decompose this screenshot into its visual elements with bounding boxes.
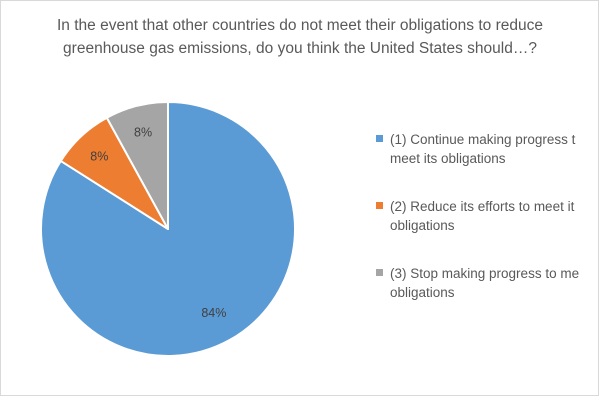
data-label-reduce: 8%: [90, 149, 108, 163]
pie-slice-stop: [105, 101, 169, 230]
data-label-stop: 8%: [134, 125, 152, 139]
legend-label-stop-line-2: obligations: [390, 285, 455, 300]
legend-swatch-stop: [376, 269, 383, 276]
legend-label-continue-line-2: meet its obligations: [390, 151, 506, 166]
legend-label-continue-line-1: (1) Continue making progress t: [390, 132, 576, 147]
legend-swatch-reduce: [376, 202, 383, 209]
legend-label-reduce-line-2: obligations: [390, 218, 455, 233]
legend-swatch-continue: [376, 135, 383, 142]
chart-title-line-2: greenhouse gas emissions, do you think t…: [63, 40, 537, 57]
legend-label-stop-line-1: (3) Stop making progress to me: [390, 266, 580, 281]
chart-legend: (1) Continue making progress t meet its …: [370, 130, 600, 310]
chart-title-line-1: In the event that other countries do not…: [57, 17, 543, 34]
legend-label-reduce-line-1: (2) Reduce its efforts to meet it: [390, 199, 575, 214]
chart-title: In the event that other countries do not…: [0, 14, 600, 60]
data-label-continue: 84%: [201, 306, 226, 320]
